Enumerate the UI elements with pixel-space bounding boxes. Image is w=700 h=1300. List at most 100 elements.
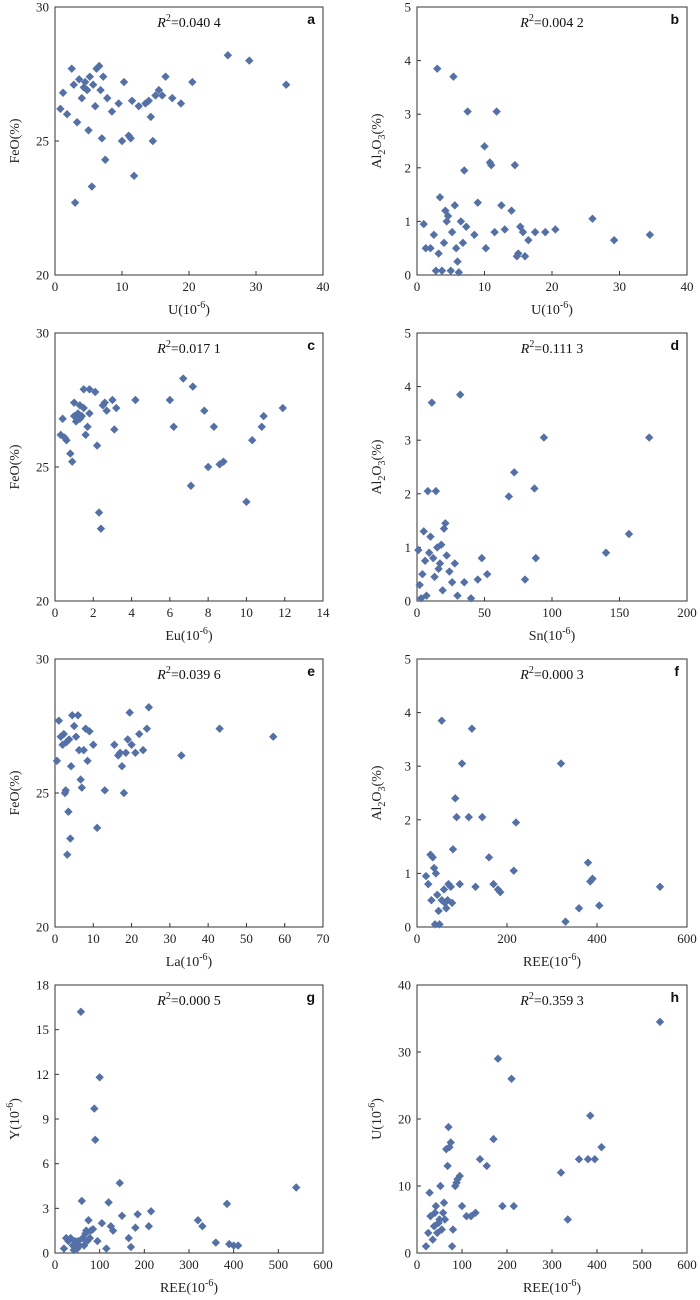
data-point xyxy=(88,1224,98,1234)
data-point xyxy=(454,268,464,277)
data-point xyxy=(435,920,444,929)
data-point xyxy=(79,745,88,755)
data-point xyxy=(90,1104,99,1113)
y-tick-label: 20 xyxy=(36,594,49,609)
data-point xyxy=(507,1074,516,1083)
x-tick-label: 200 xyxy=(135,1257,155,1272)
x-axis-title: REE(10-6) xyxy=(523,1278,581,1296)
y-tick-label: 15 xyxy=(36,1022,49,1037)
data-point xyxy=(176,99,186,108)
data-point xyxy=(79,385,88,394)
data-point xyxy=(588,214,597,223)
x-tick-label: 10 xyxy=(240,605,253,620)
panel-c: 0 2 4 6 8 10 12 14 20 25 30 Eu(10-6) FeO(%) R2=0.017 … xyxy=(8,326,330,645)
data-point xyxy=(108,395,117,405)
data-point xyxy=(95,1073,104,1082)
y-tick-label: 20 xyxy=(36,920,49,935)
data-point xyxy=(482,1161,491,1171)
data-point xyxy=(434,249,443,258)
data-point xyxy=(440,1215,450,1224)
x-axis-title: REE(10-6) xyxy=(523,952,581,970)
data-point xyxy=(158,91,167,100)
data-point xyxy=(83,756,92,766)
x-tick-label: 500 xyxy=(632,1257,652,1272)
data-point xyxy=(146,1207,156,1216)
data-point xyxy=(77,93,86,103)
x-tick-label: 0 xyxy=(414,279,421,294)
data-point xyxy=(471,1208,480,1217)
data-point xyxy=(188,77,197,87)
panel-f: 0 200 400 600 0 1 2 3 4 5 REE(10-6) Al2O3(%) R2=0.00… xyxy=(370,652,697,971)
data-point xyxy=(455,1171,464,1181)
data-point xyxy=(91,1135,100,1145)
data-point xyxy=(453,591,462,600)
x-tick-label: 30 xyxy=(163,931,176,946)
data-point xyxy=(75,414,85,423)
data-point xyxy=(62,436,71,445)
data-point xyxy=(209,422,219,431)
data-point xyxy=(177,751,186,760)
data-point xyxy=(103,93,112,103)
y-tick-label: 4 xyxy=(405,53,412,68)
data-point xyxy=(429,553,438,563)
data-point xyxy=(76,775,85,784)
y-tick-label: 0 xyxy=(405,268,412,283)
r-squared-label: R2=0.000 3 xyxy=(519,665,583,683)
data-point xyxy=(424,548,434,557)
data-point xyxy=(446,882,455,891)
data-point xyxy=(127,740,136,749)
data-point xyxy=(79,403,88,413)
data-point xyxy=(431,266,441,275)
data-point xyxy=(113,751,123,760)
data-point xyxy=(444,1122,453,1132)
plot-frame xyxy=(416,332,688,602)
y-tick-label: 3 xyxy=(405,433,412,448)
r-squared-label: R2=0.004 2 xyxy=(519,13,583,31)
data-point xyxy=(524,235,533,245)
data-point xyxy=(414,545,423,555)
x-tick-label: 40 xyxy=(681,279,694,294)
x-tick-label: 200 xyxy=(497,1257,517,1272)
data-point xyxy=(493,885,503,894)
data-point xyxy=(428,853,437,862)
data-point xyxy=(215,460,224,469)
data-point xyxy=(448,845,458,854)
data-point xyxy=(112,403,121,413)
data-point xyxy=(117,1211,127,1220)
data-point xyxy=(91,387,100,397)
y-tick-label: 4 xyxy=(405,379,412,394)
y-tick-label: 25 xyxy=(36,786,49,801)
data-point xyxy=(492,107,501,116)
x-tick-label: 100 xyxy=(542,605,562,620)
data-point xyxy=(441,519,450,528)
panel-letter: d xyxy=(670,337,679,353)
data-point xyxy=(68,711,77,720)
data-point xyxy=(169,422,178,431)
data-point xyxy=(466,1211,476,1221)
data-point xyxy=(85,385,94,394)
x-tick-label: 100 xyxy=(452,1257,472,1272)
data-point xyxy=(281,80,291,89)
data-point xyxy=(74,75,84,84)
data-point xyxy=(101,155,110,164)
r-squared-label: R2=0.017 1 xyxy=(156,339,220,357)
data-point xyxy=(229,1241,238,1250)
data-point xyxy=(144,96,153,105)
data-point xyxy=(144,1222,153,1231)
data-point xyxy=(269,732,278,741)
data-point xyxy=(257,422,266,431)
data-point xyxy=(484,853,494,862)
data-point xyxy=(421,1242,431,1251)
data-point xyxy=(433,543,442,552)
y-tick-label: 1 xyxy=(405,540,412,555)
data-point xyxy=(148,136,158,146)
data-point xyxy=(58,88,68,97)
data-point xyxy=(655,882,665,891)
data-point xyxy=(131,1223,140,1232)
data-point xyxy=(107,107,117,116)
data-point xyxy=(452,812,461,822)
data-point xyxy=(85,409,94,418)
data-point xyxy=(624,529,634,539)
data-point xyxy=(83,422,92,431)
data-point xyxy=(425,1188,434,1197)
